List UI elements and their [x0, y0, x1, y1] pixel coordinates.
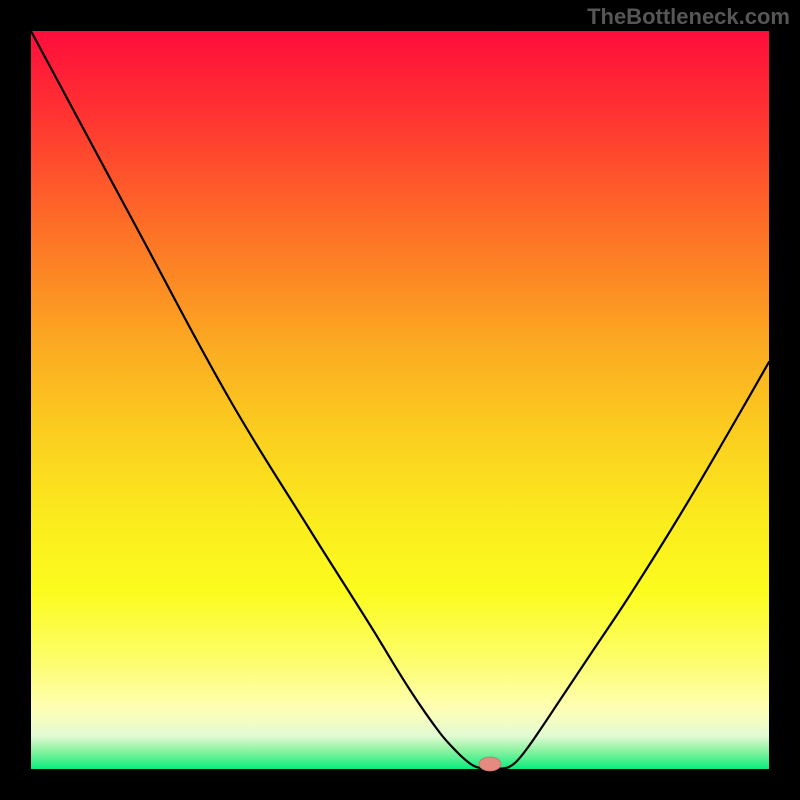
- chart-svg: [0, 0, 800, 800]
- chart-plot-background: [31, 31, 769, 769]
- chart-container: TheBottleneck.com: [0, 0, 800, 800]
- minimum-marker: [479, 757, 501, 771]
- watermark-text: TheBottleneck.com: [587, 4, 790, 30]
